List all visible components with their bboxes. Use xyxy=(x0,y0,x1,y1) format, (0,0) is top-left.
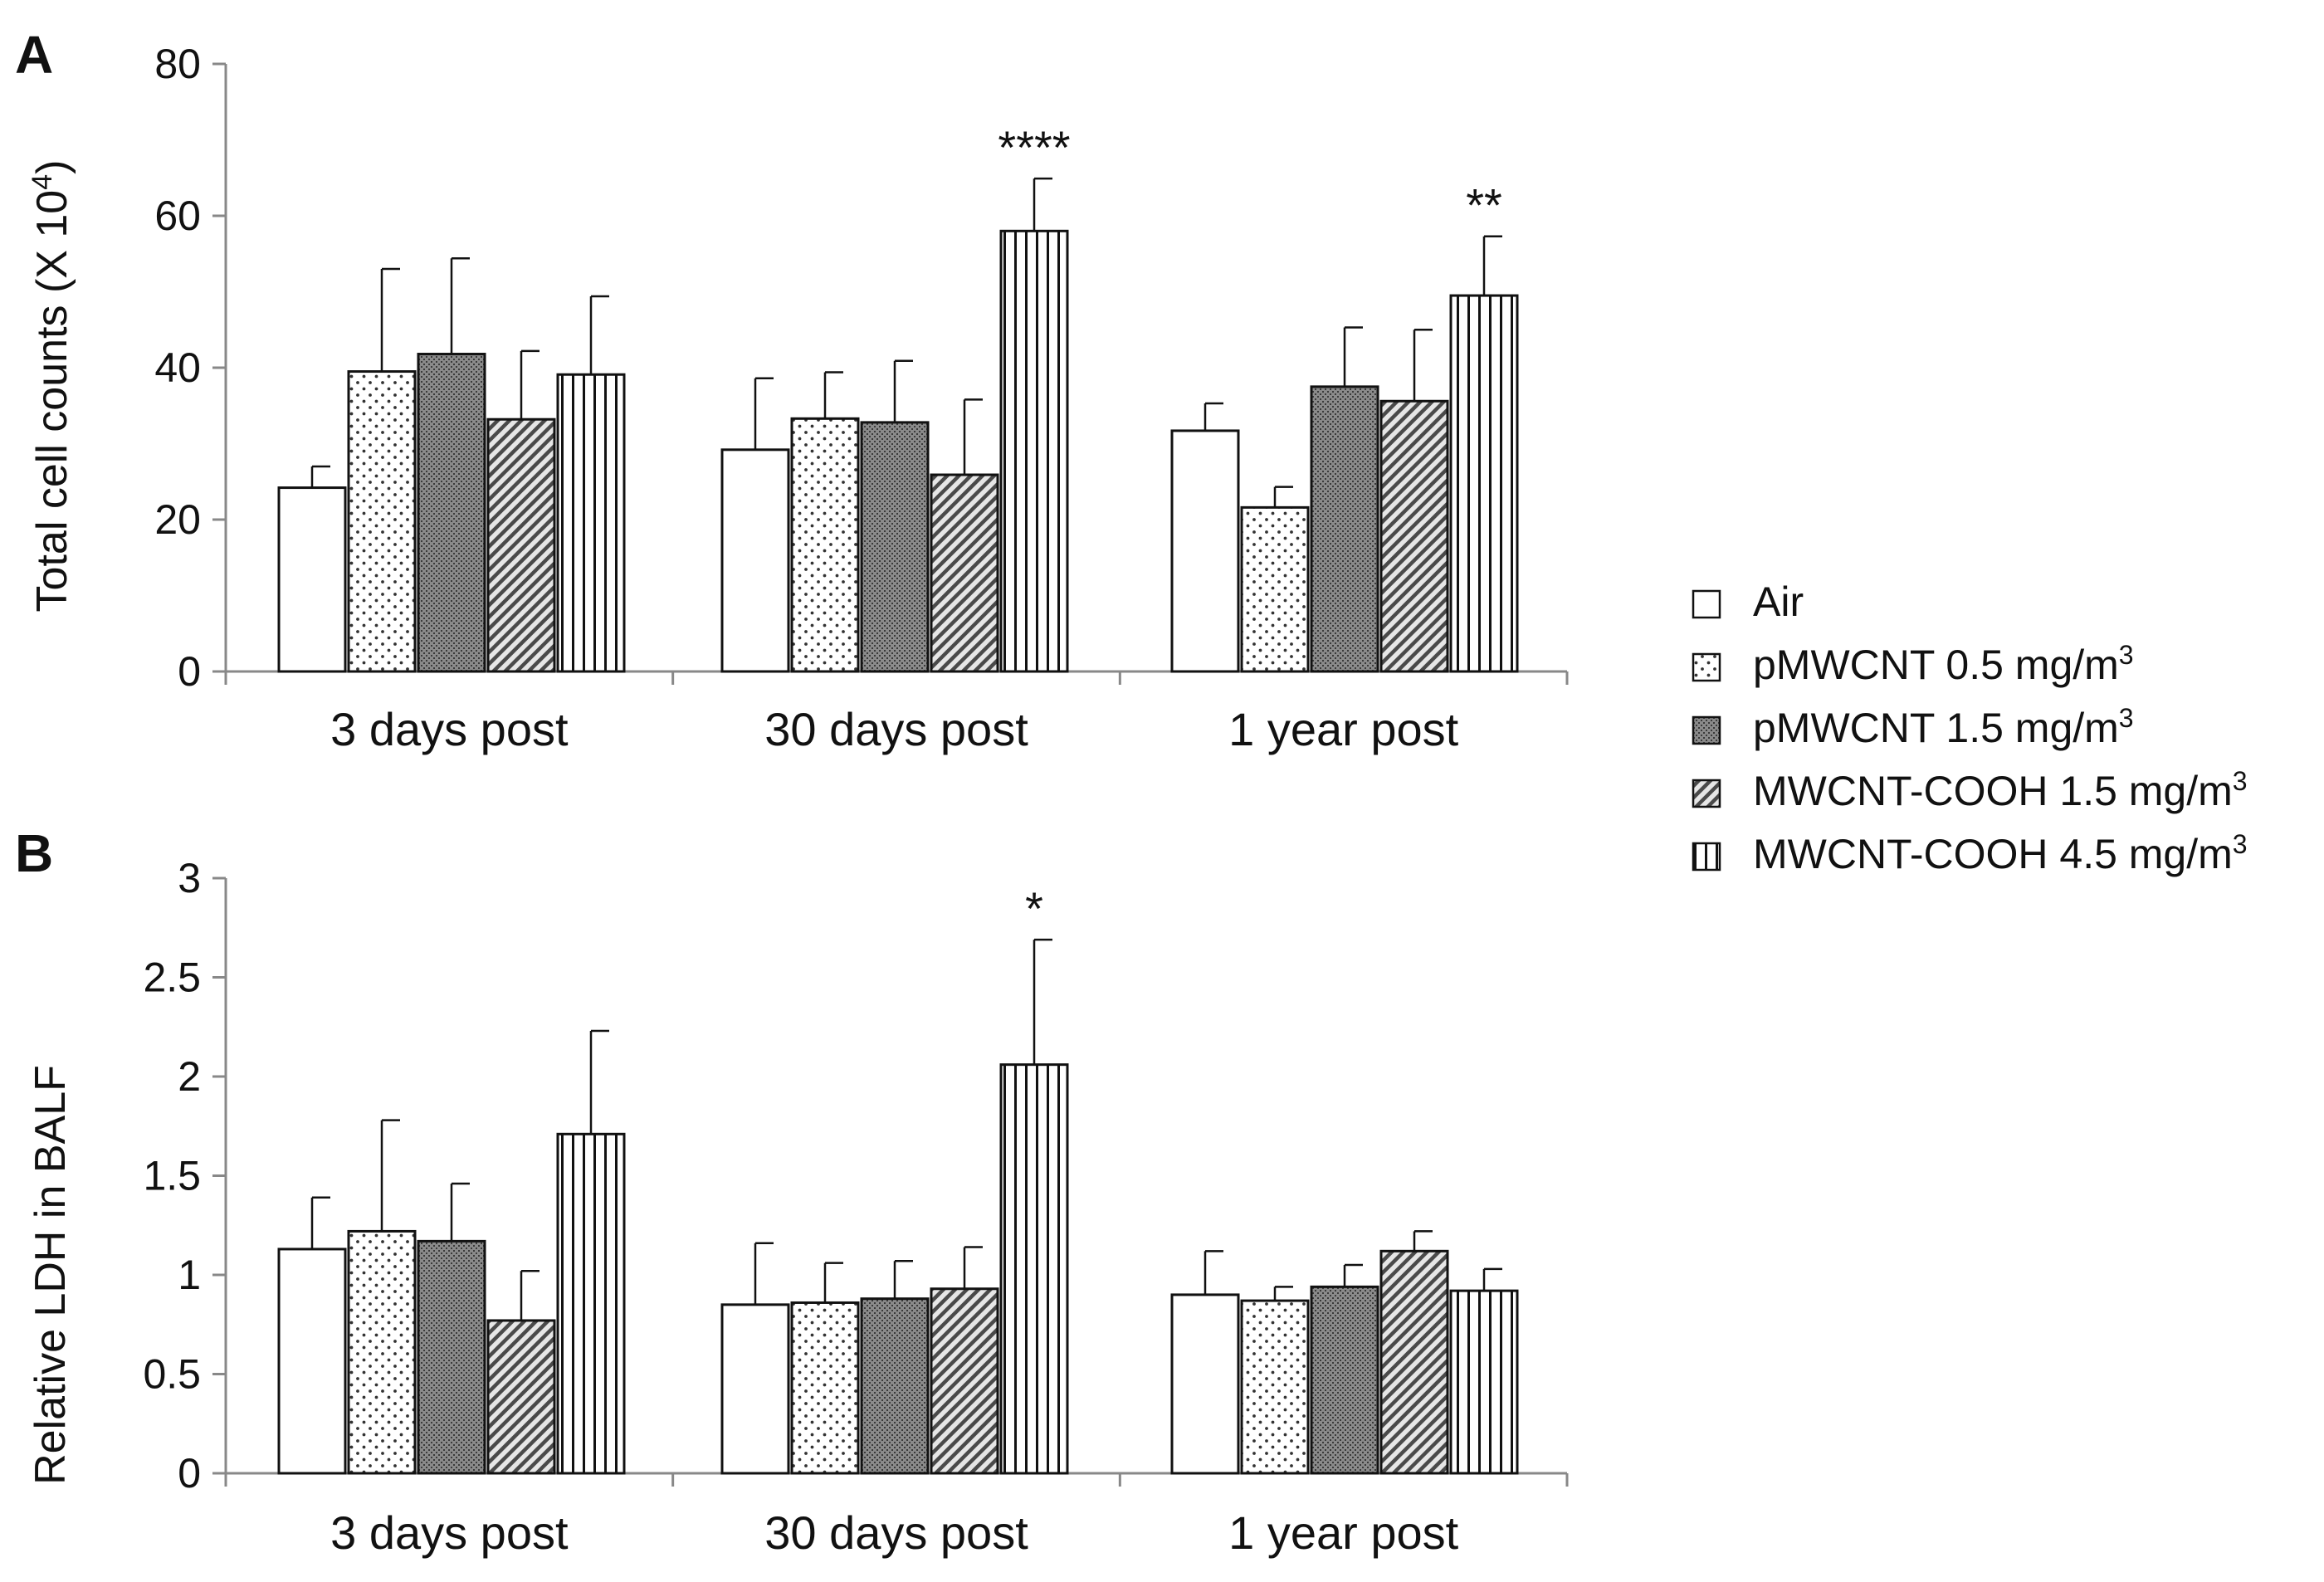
legend: Air pMWCNT 0.5 mg/m3 pMWCNT 1.5 mg/m3 MWCNT… xyxy=(1692,579,2248,877)
legend-item-label: Air xyxy=(1753,579,1804,625)
panel-b-y-tick-label: 3 xyxy=(178,855,201,901)
panel-b-y-axis-label: Relative LDH in BALF xyxy=(27,1065,75,1485)
panel-b-bar xyxy=(720,1303,790,1475)
legend-swatch xyxy=(1692,589,1721,619)
panel-a-y-tick-label: 20 xyxy=(154,496,201,543)
panel-b-letter: B xyxy=(15,823,53,883)
panel-a-y-tick-label: 40 xyxy=(154,344,201,391)
panel-a-bar xyxy=(720,448,790,673)
panel-a-bar xyxy=(277,486,347,673)
panel-a-category-label: 30 days post xyxy=(764,703,1028,755)
panel-b-bar xyxy=(556,1132,626,1475)
panel-a-bar xyxy=(930,473,999,673)
panel-a-significance-label: **** xyxy=(998,121,1070,173)
panel-b-chart: B Relative LDH in BALF 0 0.5 1 1.5 2 2.5 3 3 da… xyxy=(15,823,1569,1559)
legend-item-label: pMWCNT 1.5 mg/m3 xyxy=(1753,703,2134,751)
panel-b-y-tick-label: 1 xyxy=(178,1252,201,1298)
panel-a-bar xyxy=(486,417,556,673)
panel-a-bar xyxy=(1449,294,1519,673)
legend-swatch xyxy=(1692,779,1721,808)
panel-a-y-tick-label: 60 xyxy=(154,193,201,239)
panel-a-bar xyxy=(860,421,930,673)
panel-a-bar xyxy=(1310,385,1379,673)
panel-b-bar xyxy=(790,1301,860,1475)
panel-a-category-label: 3 days post xyxy=(330,703,569,755)
panel-a-bar xyxy=(999,229,1069,673)
panel-b-bar xyxy=(999,1063,1069,1475)
panel-b-y-tick-label: 0.5 xyxy=(143,1351,201,1398)
panel-a-bar xyxy=(1170,429,1240,673)
panel-a-chart: A Total cell counts (X 104) 0 20 40 60 80 3 d… xyxy=(15,25,1569,755)
panel-a-category-label: 1 year post xyxy=(1228,703,1458,755)
panel-b-bar xyxy=(1379,1249,1449,1475)
panel-a-y-axis-label: Total cell counts (X 104) xyxy=(27,160,76,613)
legend-swatch xyxy=(1692,715,1721,745)
panel-b-bar xyxy=(347,1229,417,1475)
panel-b-bar xyxy=(860,1297,930,1475)
panel-b-bar xyxy=(486,1319,556,1475)
panel-b-category-label: 1 year post xyxy=(1228,1506,1458,1559)
panel-a-bar xyxy=(1240,505,1310,673)
panel-b-bar xyxy=(930,1287,999,1475)
panel-a-y-tick-label: 80 xyxy=(154,41,201,87)
panel-a-letter: A xyxy=(15,25,53,85)
panel-a-significance-label: ** xyxy=(1466,179,1502,232)
legend-swatch xyxy=(1692,842,1721,872)
legend-item-label: pMWCNT 0.5 mg/m3 xyxy=(1753,640,2134,688)
panel-b-bar xyxy=(417,1239,486,1475)
panel-b-significance-label: * xyxy=(1025,882,1043,935)
panel-a-bar xyxy=(347,370,417,673)
panel-b-bar xyxy=(277,1248,347,1475)
panel-b-bar xyxy=(1449,1289,1519,1475)
panel-b-y-tick-label: 0 xyxy=(178,1450,201,1497)
panel-b-bar xyxy=(1240,1299,1310,1475)
panel-a-bar xyxy=(556,373,626,673)
panel-a-bar xyxy=(790,417,860,673)
panel-b-bar xyxy=(1310,1285,1379,1475)
panel-b-category-label: 3 days post xyxy=(330,1506,569,1559)
panel-a-y-tick-label: 0 xyxy=(178,648,201,695)
panel-a-bar xyxy=(417,353,486,673)
legend-item-label: MWCNT-COOH 1.5 mg/m3 xyxy=(1753,766,2248,814)
legend-swatch xyxy=(1692,652,1721,682)
panel-b-y-tick-label: 1.5 xyxy=(143,1153,201,1199)
panel-b-category-label: 30 days post xyxy=(764,1506,1028,1559)
panel-b-y-tick-label: 2 xyxy=(178,1053,201,1100)
panel-b-bar xyxy=(1170,1293,1240,1475)
legend-item-label: MWCNT-COOH 4.5 mg/m3 xyxy=(1753,829,2248,877)
panel-a-bar xyxy=(1379,399,1449,673)
panel-b-y-tick-label: 2.5 xyxy=(143,955,201,1001)
